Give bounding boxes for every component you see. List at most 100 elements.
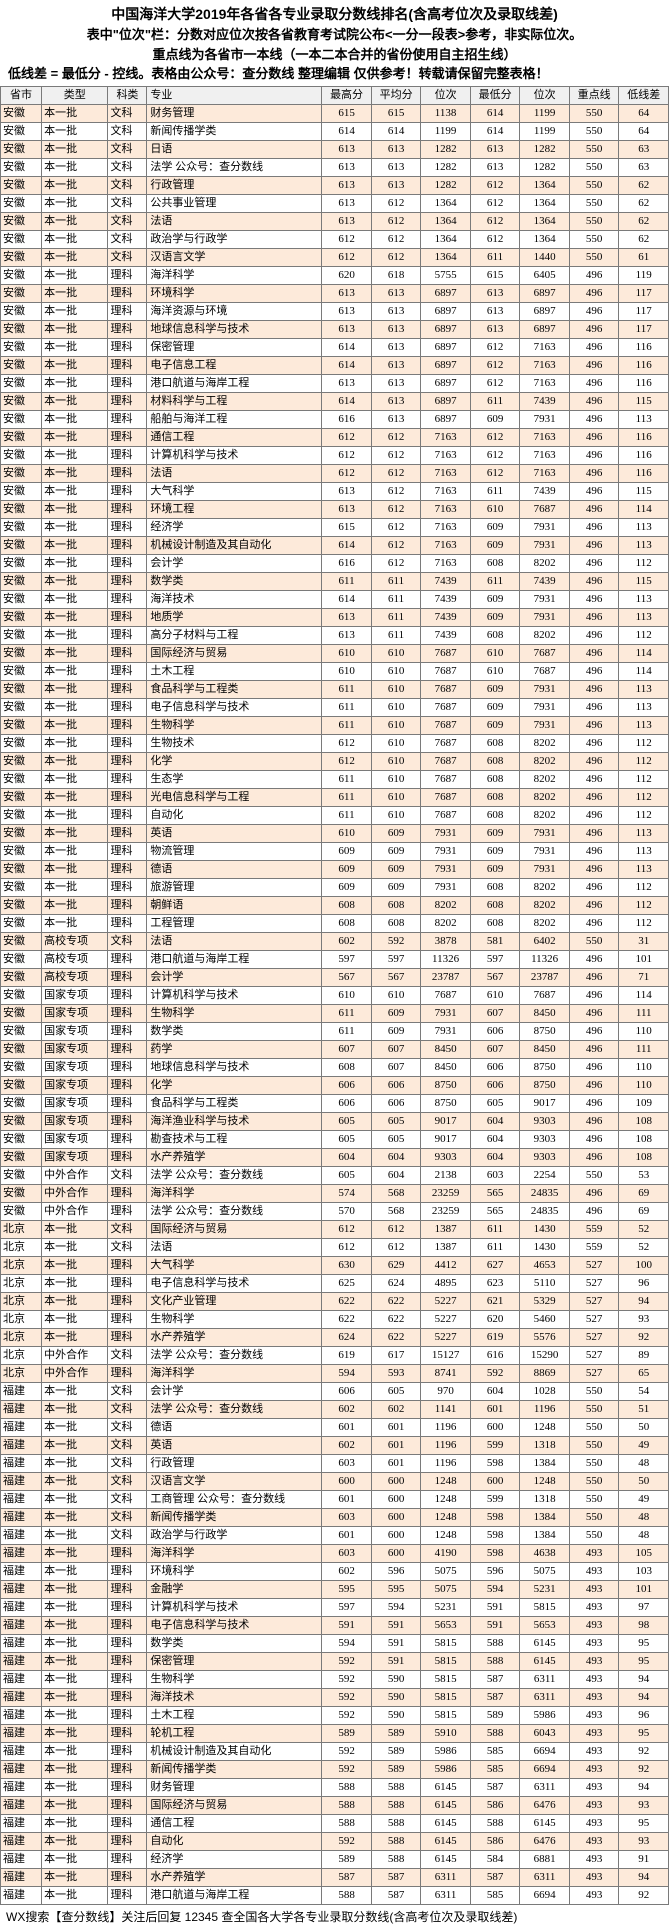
table-cell: 587 <box>470 1688 520 1706</box>
table-cell: 安徽 <box>1 788 42 806</box>
table-cell: 92 <box>619 1760 669 1778</box>
table-cell: 605 <box>470 1094 520 1112</box>
table-cell: 65 <box>619 1364 669 1382</box>
table-cell: 理科 <box>108 824 147 842</box>
table-cell: 安徽 <box>1 608 42 626</box>
table-cell: 文科 <box>108 1400 147 1418</box>
table-cell: 安徽 <box>1 1040 42 1058</box>
table-cell: 613 <box>371 158 421 176</box>
table-row: 北京本一批理科水产养殖学6246225227619557652792 <box>1 1328 669 1346</box>
table-cell: 1248 <box>421 1526 471 1544</box>
table-cell: 113 <box>619 590 669 608</box>
table-cell: 安徽 <box>1 212 42 230</box>
table-cell: 611 <box>322 572 372 590</box>
table-cell: 609 <box>371 824 421 842</box>
table-cell: 理科 <box>108 518 147 536</box>
table-cell: 7931 <box>520 608 570 626</box>
table-cell: 5329 <box>520 1292 570 1310</box>
table-cell: 607 <box>371 1058 421 1076</box>
table-cell: 7163 <box>520 338 570 356</box>
table-cell: 经济学 <box>147 518 322 536</box>
table-cell: 4412 <box>421 1256 471 1274</box>
table-cell: 理科 <box>108 1670 147 1688</box>
table-cell: 理科 <box>108 1544 147 1562</box>
table-row: 安徽本一批理科会计学61661271636088202496112 <box>1 554 669 572</box>
table-cell: 604 <box>371 1166 421 1184</box>
table-cell: 100 <box>619 1256 669 1274</box>
table-cell: 福建 <box>1 1580 42 1598</box>
table-cell: 94 <box>619 1778 669 1796</box>
table-cell: 安徽 <box>1 536 42 554</box>
table-cell: 5755 <box>421 266 471 284</box>
table-cell: 6311 <box>421 1868 471 1886</box>
table-cell: 电子信息科学与技术 <box>147 698 322 716</box>
table-cell: 605 <box>322 1166 372 1184</box>
table-cell: 493 <box>569 1652 619 1670</box>
table-cell: 588 <box>470 1652 520 1670</box>
table-cell: 安徽 <box>1 392 42 410</box>
table-cell: 本一批 <box>42 770 108 788</box>
table-cell: 94 <box>619 1688 669 1706</box>
table-cell: 610 <box>371 806 421 824</box>
table-cell: 496 <box>569 1130 619 1148</box>
table-cell: 587 <box>371 1886 421 1904</box>
table-cell: 海洋科学 <box>147 266 322 284</box>
header-line4: 低线差 = 最低分 - 控线。表格由公众号：查分数线 整理编辑 仅供参考！转载请… <box>8 64 661 84</box>
table-row: 安徽本一批理科生态学61161076876088202496112 <box>1 770 669 788</box>
table-cell: 本一批 <box>42 1850 108 1868</box>
col-header: 低线差 <box>619 86 669 104</box>
table-cell: 7687 <box>421 734 471 752</box>
table-cell: 本一批 <box>42 824 108 842</box>
table-cell: 602 <box>322 932 372 950</box>
table-cell: 福建 <box>1 1436 42 1454</box>
table-cell: 理科 <box>108 302 147 320</box>
table-cell: 592 <box>322 1652 372 1670</box>
table-cell: 493 <box>569 1868 619 1886</box>
table-cell: 527 <box>569 1274 619 1292</box>
table-cell: 591 <box>371 1616 421 1634</box>
table-cell: 597 <box>322 950 372 968</box>
table-cell: 116 <box>619 338 669 356</box>
table-cell: 600 <box>371 1472 421 1490</box>
table-cell: 福建 <box>1 1562 42 1580</box>
table-cell: 理科 <box>108 1634 147 1652</box>
table-cell: 603 <box>322 1454 372 1472</box>
table-cell: 496 <box>569 464 619 482</box>
table-cell: 理科 <box>108 644 147 662</box>
table-cell: 592 <box>322 1688 372 1706</box>
table-cell: 5227 <box>421 1328 471 1346</box>
table-cell: 本一批 <box>42 1724 108 1742</box>
table-cell: 福建 <box>1 1598 42 1616</box>
table-cell: 福建 <box>1 1760 42 1778</box>
table-cell: 588 <box>322 1886 372 1904</box>
table-cell: 493 <box>569 1670 619 1688</box>
table-cell: 6694 <box>520 1886 570 1904</box>
table-cell: 496 <box>569 590 619 608</box>
table-cell: 理科 <box>108 1850 147 1868</box>
table-cell: 496 <box>569 554 619 572</box>
table-cell: 112 <box>619 878 669 896</box>
table-cell: 493 <box>569 1634 619 1652</box>
table-cell: 理科 <box>108 1004 147 1022</box>
table-cell: 环境工程 <box>147 500 322 518</box>
table-cell: 587 <box>322 1868 372 1886</box>
table-cell: 食品科学与工程类 <box>147 680 322 698</box>
table-cell: 本一批 <box>42 518 108 536</box>
table-cell: 113 <box>619 698 669 716</box>
table-cell: 国家专项 <box>42 1004 108 1022</box>
table-cell: 安徽 <box>1 500 42 518</box>
table-cell: 1364 <box>520 230 570 248</box>
table-row: 安徽本一批理科材料科学与工程61461368976117439496115 <box>1 392 669 410</box>
table-cell: 2254 <box>520 1166 570 1184</box>
table-cell: 本一批 <box>42 1634 108 1652</box>
table-cell: 550 <box>569 248 619 266</box>
table-cell: 5227 <box>421 1310 471 1328</box>
table-cell: 8202 <box>520 806 570 824</box>
table-cell: 大气科学 <box>147 1256 322 1274</box>
table-row: 安徽本一批理科电子信息科学与技术61161076876097931496113 <box>1 698 669 716</box>
table-cell: 理科 <box>108 716 147 734</box>
table-cell: 496 <box>569 1040 619 1058</box>
table-cell: 北京 <box>1 1346 42 1364</box>
table-cell: 福建 <box>1 1688 42 1706</box>
table-cell: 607 <box>371 1040 421 1058</box>
